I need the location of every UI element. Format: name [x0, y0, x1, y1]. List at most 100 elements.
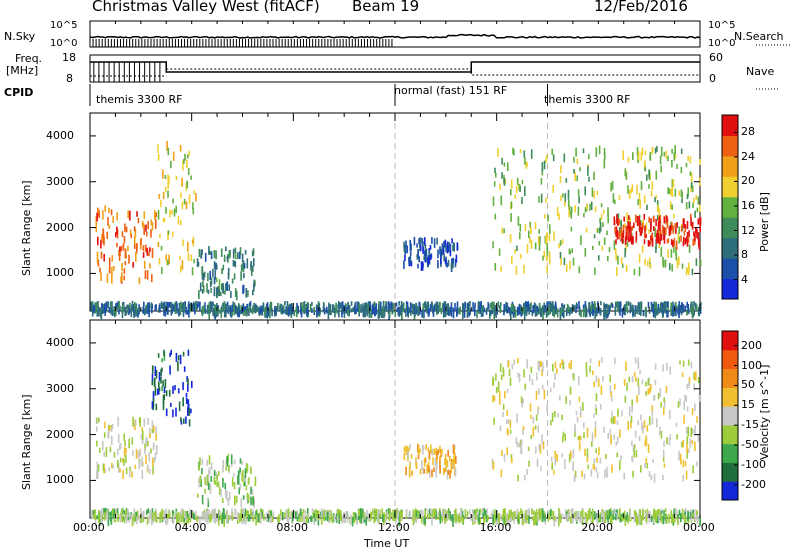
data-cell [311, 508, 314, 513]
data-cell [188, 309, 190, 318]
data-cell [297, 305, 300, 314]
data-cell [543, 305, 545, 313]
data-cell [672, 240, 674, 248]
data-cell [680, 458, 682, 465]
data-cell [252, 515, 254, 522]
data-cell [402, 302, 405, 313]
data-cell [206, 283, 208, 293]
data-cell [206, 475, 209, 486]
data-cell [486, 307, 489, 312]
data-cell [660, 307, 662, 313]
data-cell [108, 257, 111, 266]
data-cell [652, 309, 655, 318]
data-cell [691, 221, 694, 230]
data-cell [670, 513, 673, 524]
data-cell [440, 249, 443, 259]
colorbar-frame [721, 114, 739, 300]
data-cell [187, 514, 190, 524]
data-cell [326, 512, 329, 522]
data-cell [563, 304, 566, 309]
data-cell [140, 238, 142, 246]
data-cell [138, 277, 141, 285]
data-cell [356, 301, 359, 309]
data-cell [330, 310, 332, 316]
data-cell [148, 452, 150, 462]
freq-tick-bottom: 8 [66, 72, 73, 85]
data-cell [598, 241, 601, 246]
data-cell [656, 146, 658, 152]
data-cell [142, 430, 144, 440]
nsky-label: N.Sky [4, 30, 36, 43]
data-cell [513, 149, 515, 156]
data-cell [175, 175, 178, 181]
data-cell [335, 305, 337, 314]
data-cell [682, 304, 685, 313]
data-cell [159, 514, 161, 520]
data-cell [650, 515, 653, 523]
data-cell [382, 514, 384, 522]
data-cell [227, 272, 230, 280]
data-cell [95, 216, 97, 224]
data-cell [672, 307, 674, 317]
data-cell [102, 229, 105, 239]
data-cell [165, 508, 167, 517]
data-cell [259, 513, 261, 523]
data-cell [208, 509, 210, 516]
data-cell [356, 306, 358, 312]
data-cell [672, 225, 674, 234]
data-cell [275, 308, 277, 314]
data-cell [364, 304, 367, 312]
data-cell [627, 237, 630, 242]
data-cell [423, 250, 426, 257]
data-cell [497, 301, 499, 308]
data-cell [424, 301, 427, 311]
data-cell [102, 463, 105, 471]
data-cell [559, 240, 562, 246]
data-cell [363, 306, 366, 312]
data-cell [594, 267, 596, 275]
data-cell [690, 361, 693, 369]
data-cell [437, 511, 440, 517]
data-cell [244, 249, 247, 255]
data-cell [356, 516, 358, 525]
data-cell [206, 515, 209, 525]
data-cell [103, 304, 106, 312]
data-cell [572, 372, 574, 378]
data-cell [516, 508, 519, 518]
data-cell [499, 183, 501, 190]
data-cell [98, 510, 100, 518]
data-cell [648, 229, 650, 234]
data-cell [648, 416, 651, 426]
data-cell [696, 304, 698, 312]
data-cell [323, 303, 325, 309]
data-cell [409, 302, 412, 312]
data-cell [535, 446, 537, 454]
data-cell [418, 445, 420, 456]
data-cell [682, 459, 685, 468]
data-cell [126, 304, 128, 309]
data-cell [629, 302, 632, 312]
data-cell [244, 478, 246, 487]
data-cell [489, 309, 492, 316]
data-cell [699, 204, 701, 212]
data-cell [354, 304, 356, 315]
data-cell [246, 307, 248, 317]
data-cell [549, 513, 552, 520]
data-cell [547, 513, 550, 522]
data-cell [637, 199, 639, 206]
data-cell [584, 516, 587, 527]
data-cell [644, 512, 647, 520]
data-cell [160, 376, 162, 384]
data-cell [620, 237, 623, 242]
data-cell [160, 245, 163, 251]
data-cell [664, 303, 667, 312]
data-cell [663, 227, 665, 236]
data-cell [250, 308, 252, 313]
data-cell [687, 234, 690, 243]
data-cell [497, 381, 500, 392]
data-cell [158, 381, 160, 388]
data-cell [98, 447, 101, 454]
data-cell [686, 221, 689, 229]
data-cell [423, 515, 425, 525]
data-cell [165, 516, 168, 526]
